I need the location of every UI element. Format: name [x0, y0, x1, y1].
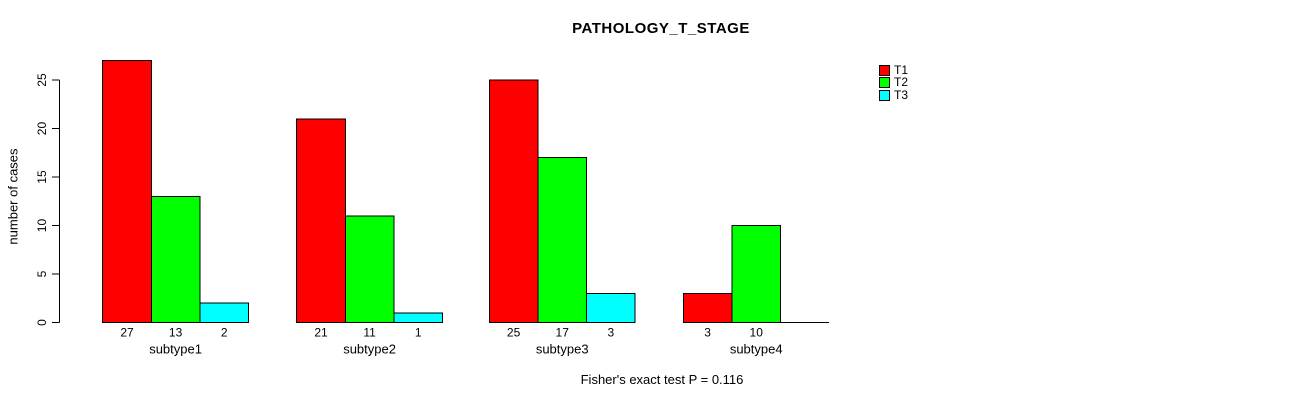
category-label-subtype3: subtype3 — [536, 342, 589, 357]
legend-swatch-T1 — [879, 65, 890, 76]
y-tick-label-0: 0 — [35, 319, 49, 326]
chart-title: PATHOLOGY_T_STAGE — [572, 20, 750, 37]
category-label-subtype2: subtype2 — [343, 342, 396, 357]
bar-subtype3-T3 — [586, 292, 636, 323]
annotation-text: Fisher's exact test P = 0.116 — [580, 372, 744, 387]
bar-value-label-subtype1-T1: 27 — [120, 326, 134, 340]
bar-value-label-subtype1-T2: 13 — [169, 326, 183, 340]
bar-subtype1-T1 — [102, 60, 152, 323]
bar-value-label-subtype1-T3: 2 — [221, 326, 228, 340]
bar-subtype4-T1 — [682, 292, 733, 323]
legend-label-T2: T2 — [894, 75, 909, 90]
bar-subtype3-T2 — [537, 157, 588, 323]
bar-subtype2-T3 — [393, 312, 443, 323]
bar-value-label-subtype3-T1: 25 — [507, 326, 521, 340]
bar-subtype1-T2 — [150, 195, 201, 323]
bar-subtype4-T2 — [731, 225, 782, 323]
y-tick-label-20: 20 — [35, 122, 49, 136]
bar-value-label-subtype4-T2: 10 — [750, 326, 764, 340]
bar-value-label-subtype3-T3: 3 — [607, 326, 614, 340]
legend-label-T3: T3 — [894, 87, 909, 102]
bar-value-label-subtype4-T1: 3 — [704, 326, 711, 340]
legend-label-T1: T1 — [894, 63, 909, 77]
category-label-subtype4: subtype4 — [730, 342, 783, 357]
legend-item-T2: T2 — [879, 75, 909, 90]
legend-swatch-T2 — [879, 77, 890, 89]
bar-value-label-subtype2-T3: 1 — [415, 326, 422, 340]
legend-item-T3: T3 — [879, 87, 909, 102]
bar-subtype2-T1 — [296, 118, 346, 323]
legend: T1 T2 T3 — [879, 63, 909, 102]
y-tick-label-5: 5 — [35, 270, 49, 277]
y-tick-label-15: 15 — [35, 170, 49, 184]
bar-value-label-subtype3-T2: 17 — [556, 326, 570, 340]
legend-swatch-T3 — [879, 89, 890, 101]
y-tick-label-10: 10 — [35, 219, 49, 233]
bar-subtype3-T1 — [488, 79, 539, 323]
bar-subtype2-T2 — [344, 215, 395, 323]
bar-value-label-subtype2-T2: 11 — [363, 326, 376, 340]
category-label-subtype1: subtype1 — [149, 342, 202, 357]
bar-value-label-subtype2-T1: 21 — [314, 326, 328, 340]
legend-item-T1: T1 — [879, 63, 909, 77]
bar-subtype1-T3 — [199, 302, 249, 324]
y-tick-label-25: 25 — [35, 73, 49, 87]
